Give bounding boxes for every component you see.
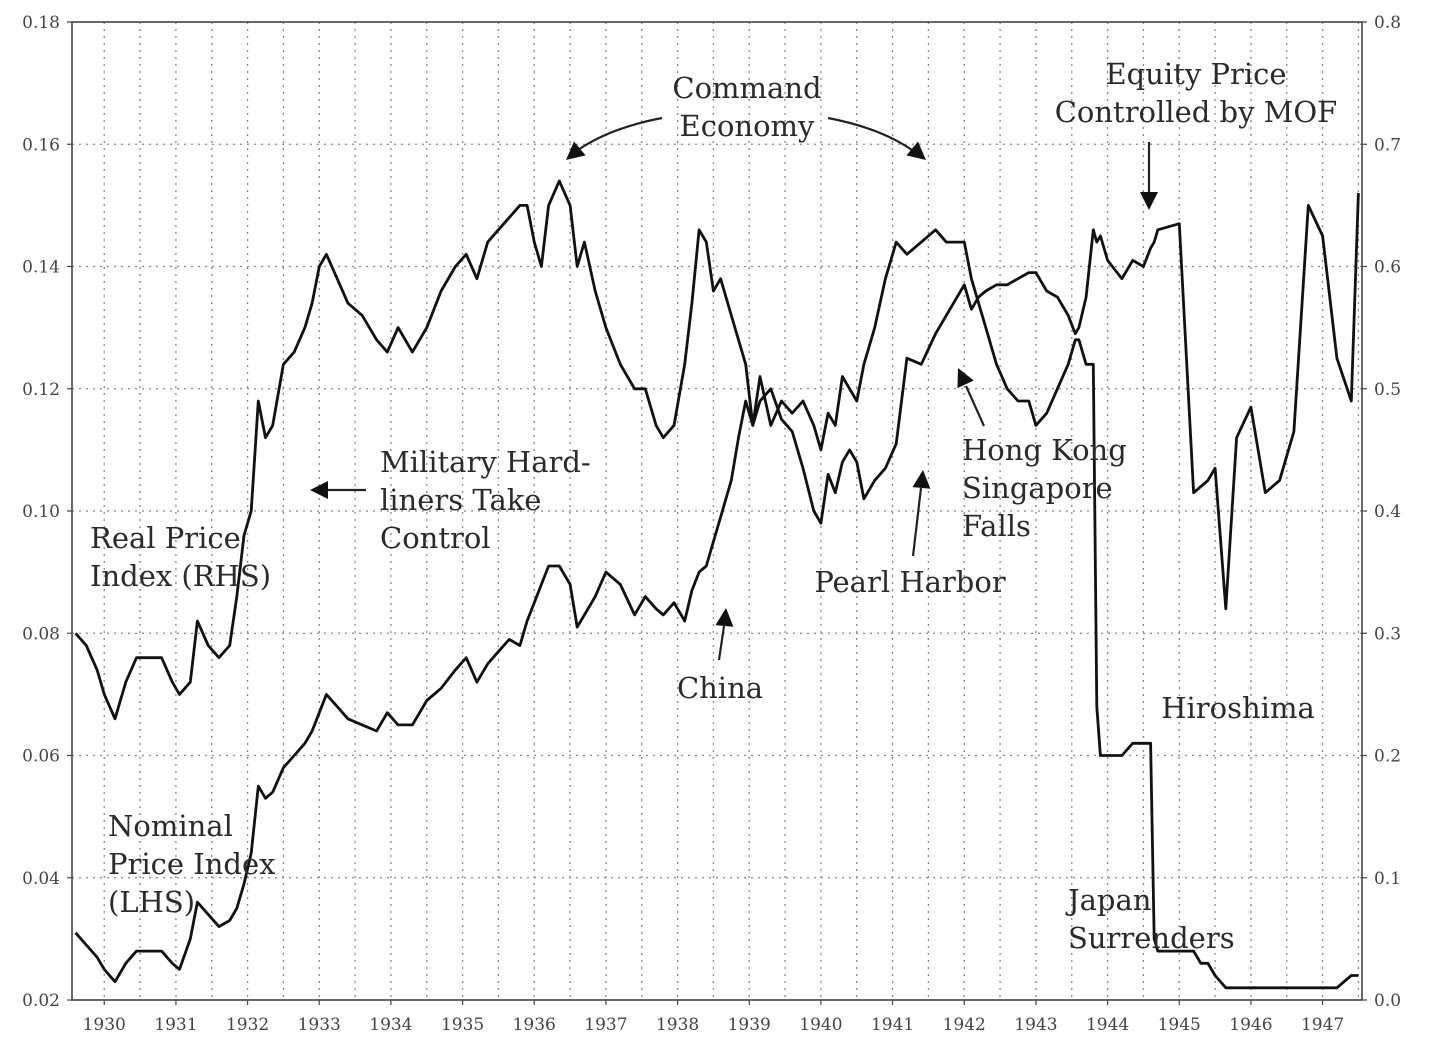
annotation-hong-kong: Hong Kong Singapore Falls <box>962 433 1127 543</box>
annotation-line: Hong Kong <box>962 433 1127 467</box>
annotation-layer: Command Economy Equity Price Controlled by … <box>90 57 1337 955</box>
x-tick-label: 1934 <box>369 1015 412 1035</box>
y-right-tick-label: 0.5 <box>1374 380 1401 400</box>
x-tick-label: 1943 <box>1014 1015 1057 1035</box>
series-layer <box>74 179 1360 990</box>
y-right-tick-label: 0.4 <box>1374 502 1401 522</box>
annotation-equity-price: Equity Price Controlled by MOF <box>1055 57 1338 129</box>
annotation-line: Price Index <box>108 847 276 881</box>
annotation-line: Economy <box>680 109 816 143</box>
command-economy-right-arrow-arrowhead <box>906 141 926 160</box>
y-right-tick-label: 0.3 <box>1374 624 1401 644</box>
x-tick-label: 1937 <box>584 1015 627 1035</box>
y-left-tick-label: 0.06 <box>22 747 60 767</box>
annotation-line: Command <box>672 71 821 105</box>
y-left-tick-label: 0.14 <box>22 258 60 278</box>
x-tick-label: 1931 <box>154 1015 197 1035</box>
y-right-tick-label: 0.0 <box>1374 991 1401 1011</box>
annotation-japan-surrenders: Japan Surrenders <box>1065 883 1235 955</box>
y-left-tick-label: 0.08 <box>22 624 60 644</box>
y-left-tick-label: 0.02 <box>22 991 60 1011</box>
annotation-line: Surrenders <box>1068 921 1235 955</box>
hong-kong-arrow-arrowhead <box>957 368 974 389</box>
annotation-nominal-index: Nominal Price Index (LHS) <box>108 809 276 919</box>
x-tick-label: 1944 <box>1086 1015 1129 1035</box>
y-right-tick-label: 0.8 <box>1374 13 1401 33</box>
china-arrow-line <box>717 625 726 661</box>
x-tick-label: 1932 <box>226 1015 269 1035</box>
x-tick-label: 1947 <box>1301 1015 1344 1035</box>
annotation-command-economy: Command Economy <box>672 71 821 143</box>
command-economy-left-arrow-arrowhead <box>566 141 586 160</box>
x-tick-label: 1935 <box>441 1015 484 1035</box>
grid-layer <box>72 22 1362 1000</box>
annotation-line: Singapore <box>962 471 1113 505</box>
y-right-tick-label: 0.7 <box>1374 135 1401 155</box>
x-tick-label: 1946 <box>1229 1015 1272 1035</box>
x-tick-label: 1939 <box>728 1015 771 1035</box>
annotation-line: Hiroshima <box>1161 691 1315 725</box>
hong-kong-arrow-line <box>964 385 986 427</box>
annotation-line: Control <box>380 521 491 555</box>
x-tick-label: 1940 <box>799 1015 842 1035</box>
y-left-tick-label: 0.10 <box>22 502 60 522</box>
y-left-tick-label: 0.12 <box>22 380 60 400</box>
annotation-line: Japan <box>1065 883 1151 917</box>
x-tick-label: 1942 <box>943 1015 986 1035</box>
y-left-tick-label: 0.18 <box>22 13 60 33</box>
y-right-tick-label: 0.2 <box>1374 747 1401 767</box>
equity-price-arrow-arrowhead <box>1140 192 1158 210</box>
annotation-china: China <box>677 671 763 705</box>
annotation-line: Equity Price <box>1106 57 1287 91</box>
x-tick-label: 1938 <box>656 1015 699 1035</box>
annotation-line: (LHS) <box>108 885 195 919</box>
x-tick-label: 1933 <box>298 1015 341 1035</box>
x-tick-label: 1936 <box>513 1015 556 1035</box>
annotation-line: China <box>677 671 763 705</box>
pearl-harbor-arrow-line <box>911 487 923 557</box>
x-tick-label: 1930 <box>83 1015 126 1035</box>
command-economy-right-arrow-line <box>827 116 913 151</box>
annotation-line: Index (RHS) <box>90 559 271 593</box>
axis-layer: 1930 1931 1932 1933 1934 1935 1936 1937 1938 1939… <box>22 13 1401 1035</box>
y-left-tick-label: 0.16 <box>22 135 60 155</box>
command-economy-left-arrow-line <box>577 116 663 151</box>
series-line-real-price-index <box>74 179 1359 990</box>
pearl-harbor-arrow-arrowhead <box>912 470 931 489</box>
annotation-hiroshima: Hiroshima <box>1161 691 1315 725</box>
series-line-nominal-price-index <box>74 193 1360 984</box>
y-right-tick-label: 0.1 <box>1374 869 1401 889</box>
annotation-line: Real Price <box>90 521 241 555</box>
annotation-military: Military Hard-liners Take Control <box>380 445 591 555</box>
annotation-line: Military Hard- <box>380 445 591 479</box>
annotation-line: Falls <box>962 509 1031 543</box>
annotation-real-index: Real Price Index (RHS) <box>90 521 271 593</box>
arrow-layer <box>310 116 1158 661</box>
china-arrow-arrowhead <box>715 608 734 627</box>
annotation-line: Controlled by MOF <box>1055 95 1338 129</box>
annotation-line: Pearl Harbor <box>814 565 1005 599</box>
military-arrow-arrowhead <box>310 481 328 499</box>
y-right-tick-label: 0.6 <box>1374 258 1401 278</box>
x-tick-label: 1941 <box>871 1015 914 1035</box>
y-left-tick-label: 0.04 <box>22 869 60 889</box>
annotation-line: liners Take <box>380 483 541 517</box>
x-tick-label: 1945 <box>1158 1015 1201 1035</box>
annotation-line: Nominal <box>108 809 233 843</box>
annotation-pearl-harbor: Pearl Harbor <box>814 565 1005 599</box>
